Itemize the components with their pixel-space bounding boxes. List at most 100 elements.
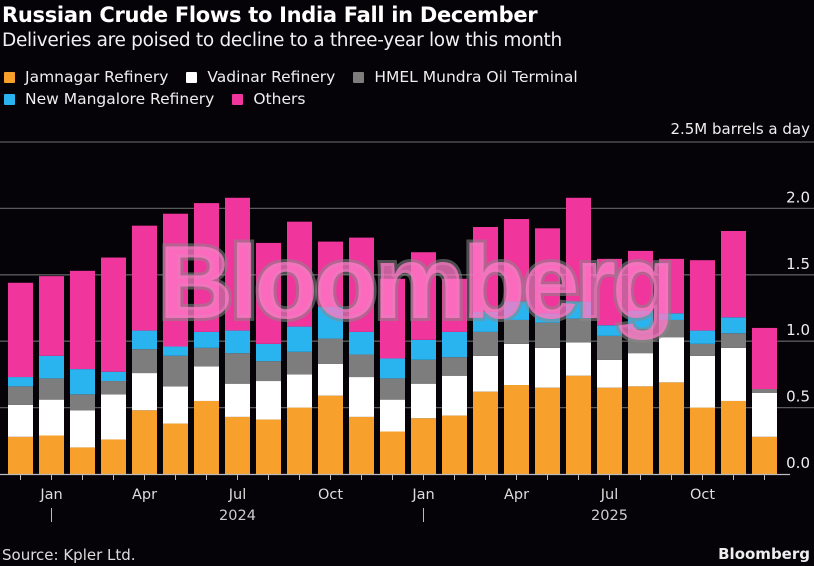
chart-subtitle: Deliveries are poised to decline to a th… (2, 30, 562, 51)
legend-swatch (232, 93, 244, 105)
bar-stack (194, 203, 219, 474)
bar-segment-jamnagar-refinery (318, 395, 343, 474)
x-tick-label: Jan (411, 487, 434, 503)
bar-stack (597, 258, 622, 474)
y-tick-label: 2.0 (786, 188, 810, 206)
legend-item-vadinar: Vadinar Refinery (186, 68, 335, 86)
bar-segment-vadinar-refinery (442, 375, 467, 416)
bar-stack (380, 278, 405, 474)
bar-stack (349, 237, 374, 474)
bar-stack (256, 242, 281, 474)
x-tick-label: Jul (228, 487, 247, 503)
legend-row: Jamnagar Refinery Vadinar Refinery HMEL … (4, 66, 596, 88)
bar-stack (39, 276, 64, 474)
bar-stack (8, 282, 33, 474)
bar-segment-hmel-mundra-oil-terminal (163, 355, 188, 387)
y-tick-label: 1.0 (786, 321, 810, 339)
bar-segment-jamnagar-refinery (628, 386, 653, 474)
bar-segment-new-mangalore-refinery (256, 343, 281, 362)
bar-segment-jamnagar-refinery (721, 400, 746, 474)
bar-segment-others (225, 197, 250, 331)
bar-segment-others (70, 270, 95, 370)
bar-segment-others (380, 278, 405, 359)
bar-segment-vadinar-refinery (597, 359, 622, 388)
bar-segment-others (8, 282, 33, 378)
bar-segment-jamnagar-refinery (287, 407, 312, 474)
bar-segment-hmel-mundra-oil-terminal (101, 381, 126, 395)
bar-segment-hmel-mundra-oil-terminal (504, 319, 529, 344)
bars (8, 197, 777, 474)
bar-segment-hmel-mundra-oil-terminal (690, 343, 715, 356)
bar-segment-new-mangalore-refinery (194, 331, 219, 348)
bar-segment-others (163, 213, 188, 347)
bar-segment-others (194, 203, 219, 332)
bar-segment-hmel-mundra-oil-terminal (256, 361, 281, 382)
bar-segment-hmel-mundra-oil-terminal (8, 386, 33, 405)
bar-segment-jamnagar-refinery (39, 435, 64, 474)
bar-segment-jamnagar-refinery (225, 416, 250, 474)
bar-stack (287, 221, 312, 474)
bar-segment-vadinar-refinery (70, 410, 95, 448)
bar-segment-hmel-mundra-oil-terminal (473, 331, 498, 356)
brand-logo: Bloomberg (718, 545, 810, 563)
bar-segment-new-mangalore-refinery (70, 369, 95, 395)
bar-segment-vadinar-refinery (690, 355, 715, 408)
bar-segment-vadinar-refinery (318, 363, 343, 396)
legend-label: Others (253, 90, 306, 108)
bar-segment-vadinar-refinery (349, 377, 374, 417)
bar-segment-others (39, 276, 64, 356)
bar-segment-new-mangalore-refinery (39, 355, 64, 379)
bar-segment-jamnagar-refinery (659, 382, 684, 474)
legend-item-new-mangalore: New Mangalore Refinery (4, 90, 214, 108)
bar-segment-new-mangalore-refinery (473, 311, 498, 332)
year-label: 2025 (591, 508, 628, 524)
bar-segment-vadinar-refinery (566, 342, 591, 376)
legend-item-others: Others (232, 90, 305, 108)
bar-segment-new-mangalore-refinery (721, 317, 746, 334)
bar-segment-vadinar-refinery (411, 383, 436, 419)
x-tick-label: Oct (690, 487, 715, 503)
y-axis-unit-label: 2.5M barrels a day (670, 120, 810, 138)
bar-segment-vadinar-refinery (659, 337, 684, 383)
bar-segment-new-mangalore-refinery (504, 301, 529, 320)
bar-stack (752, 327, 777, 474)
bar-stack (101, 257, 126, 474)
bar-segment-hmel-mundra-oil-terminal (628, 329, 653, 354)
legend-label: Vadinar Refinery (207, 68, 336, 86)
bar-segment-others (132, 225, 157, 331)
watermark: Bloomberg (156, 222, 679, 344)
y-tick-label: 0.0 (786, 454, 810, 472)
bar-segment-hmel-mundra-oil-terminal (380, 378, 405, 400)
legend-label: New Mangalore Refinery (25, 90, 215, 108)
bar-segment-new-mangalore-refinery (411, 339, 436, 360)
bar-segment-hmel-mundra-oil-terminal (70, 394, 95, 411)
bar-segment-jamnagar-refinery (473, 391, 498, 474)
x-tick-label: Jul (600, 487, 619, 503)
bar-segment-vadinar-refinery (163, 386, 188, 424)
bar-segment-others (318, 241, 343, 307)
bar-segment-new-mangalore-refinery (101, 371, 126, 382)
bar-segment-others (690, 260, 715, 331)
bar-segment-vadinar-refinery (132, 373, 157, 411)
bar-segment-others (287, 221, 312, 327)
bar-stack (132, 225, 157, 474)
bar-segment-others (659, 258, 684, 314)
bar-segment-vadinar-refinery (256, 381, 281, 420)
bar-segment-hmel-mundra-oil-terminal (287, 351, 312, 375)
bar-segment-vadinar-refinery (380, 399, 405, 432)
bar-segment-jamnagar-refinery (411, 418, 436, 474)
bar-stack (411, 252, 436, 474)
bar-segment-vadinar-refinery (628, 353, 653, 387)
bar-stack (690, 260, 715, 474)
bar-segment-jamnagar-refinery (597, 387, 622, 474)
bar-segment-vadinar-refinery (752, 392, 777, 437)
legend-item-jamnagar: Jamnagar Refinery (4, 68, 168, 86)
bar-segment-hmel-mundra-oil-terminal (225, 353, 250, 384)
bar-segment-vadinar-refinery (225, 383, 250, 417)
bar-segment-new-mangalore-refinery (380, 358, 405, 379)
bar-segment-vadinar-refinery (504, 343, 529, 386)
bar-stack (504, 219, 529, 474)
bar-stack (721, 230, 746, 474)
bar-segment-vadinar-refinery (8, 404, 33, 437)
